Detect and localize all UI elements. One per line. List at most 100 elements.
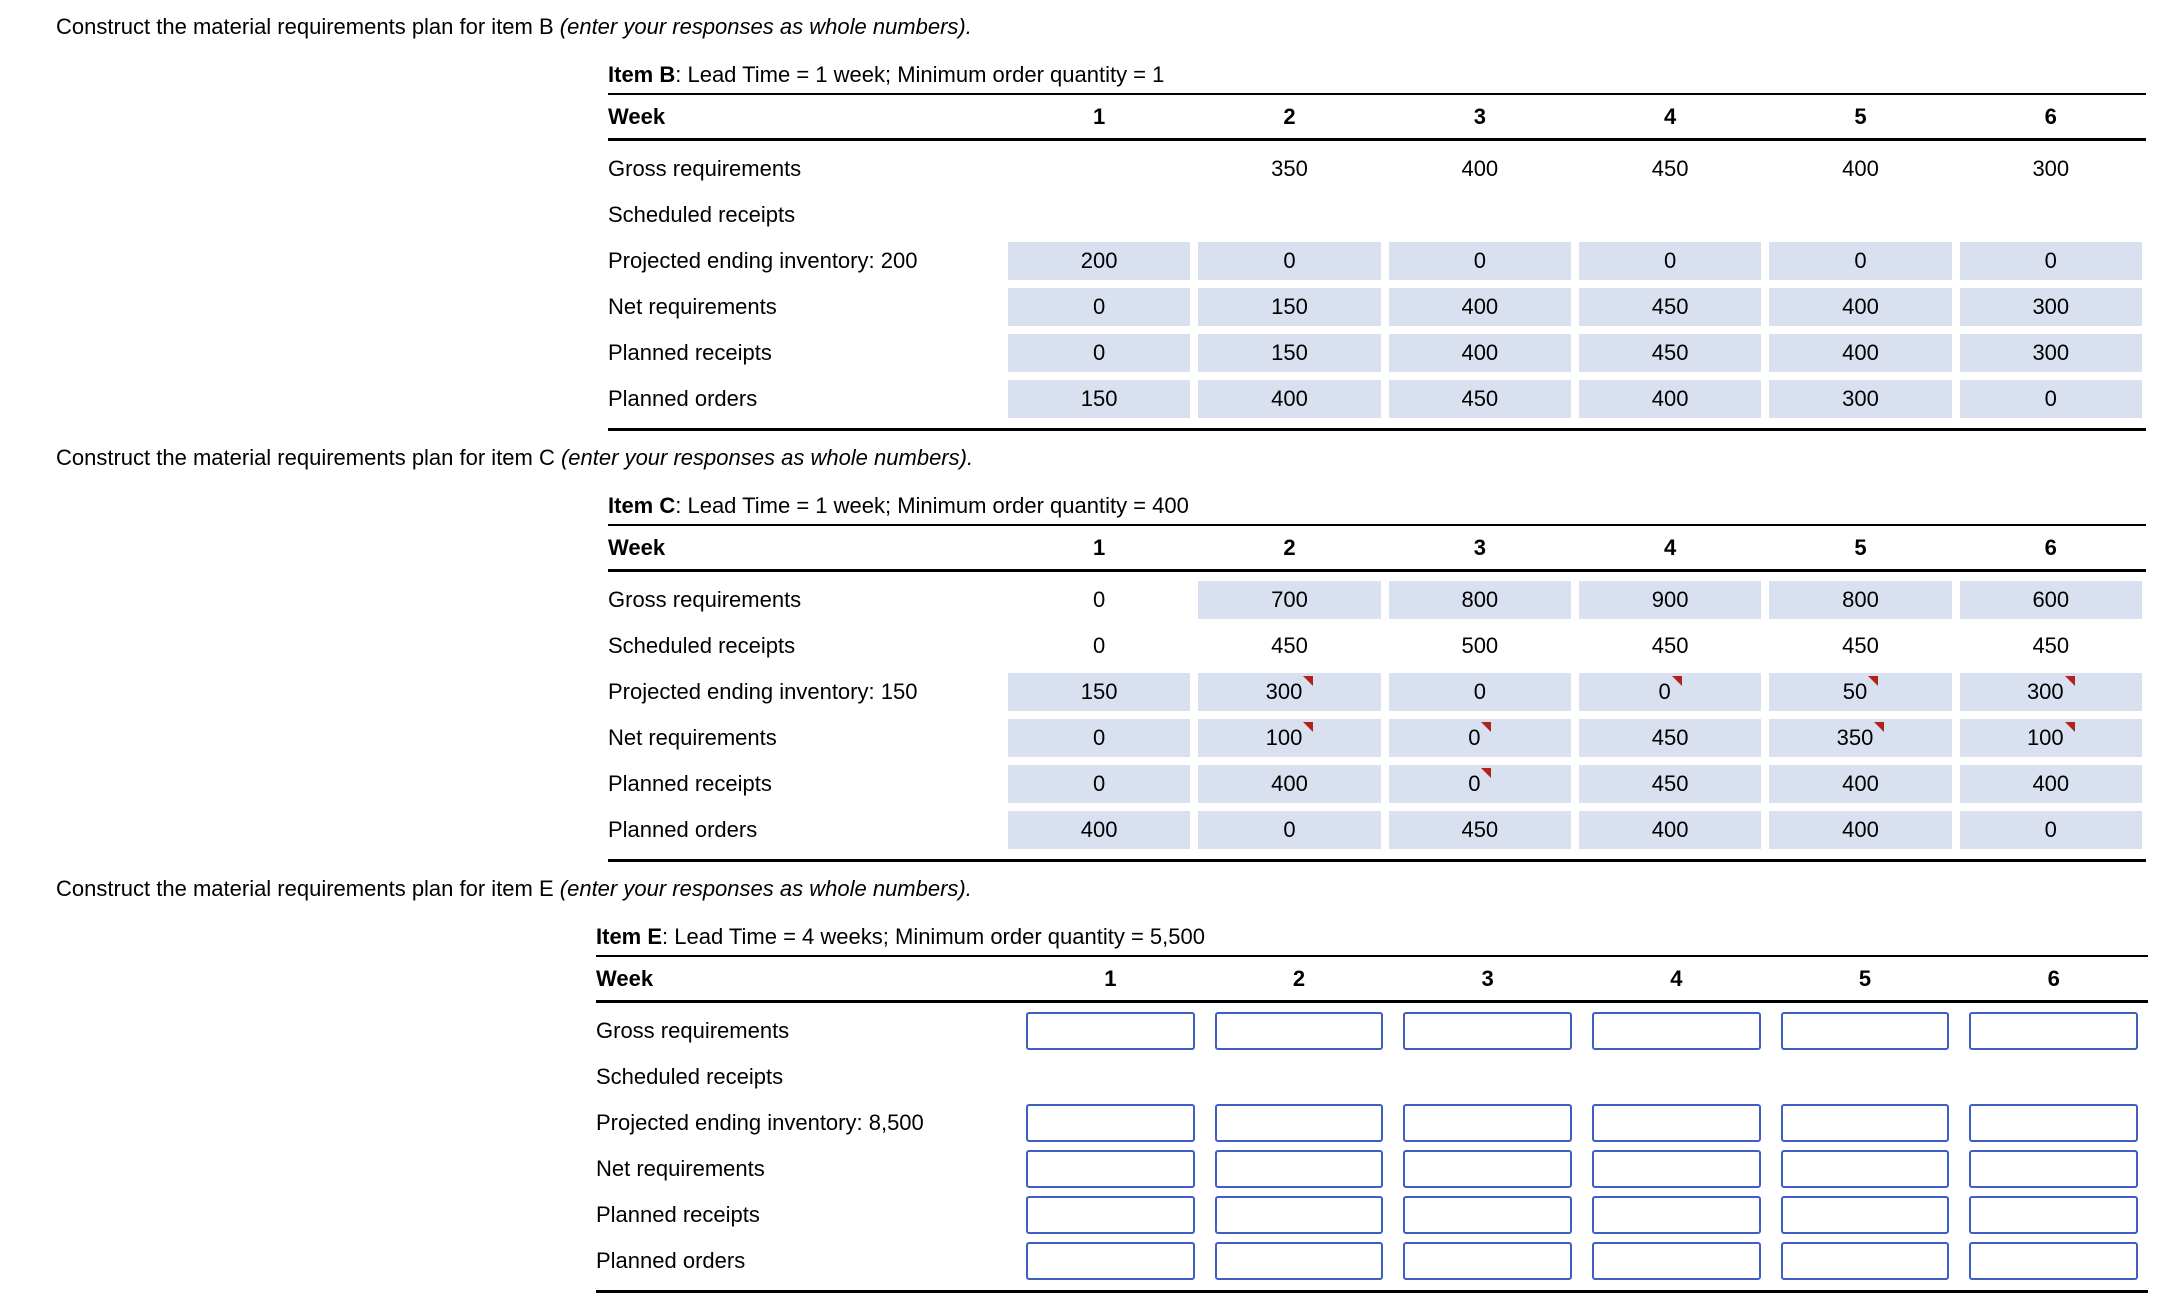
answer-cell: 300 bbox=[1959, 334, 2142, 372]
answer-input[interactable] bbox=[1969, 1150, 2139, 1188]
table-title: Item C: Lead Time = 1 week; Minimum orde… bbox=[608, 493, 2146, 526]
cell-value: 100 bbox=[2026, 725, 2064, 750]
answer-cell: 450 bbox=[1388, 811, 1571, 849]
answer-input[interactable] bbox=[1969, 1242, 2139, 1280]
answer-cell: 100 bbox=[1959, 719, 2142, 757]
answer-input[interactable] bbox=[1026, 1012, 1195, 1050]
week-column-header: 6 bbox=[2044, 103, 2057, 129]
cell-value: 400 bbox=[1461, 294, 1499, 319]
answer-input[interactable] bbox=[1969, 1104, 2139, 1142]
answer-input[interactable] bbox=[1969, 1196, 2139, 1234]
answer-input[interactable] bbox=[1780, 1150, 1950, 1188]
item-parameters: : Lead Time = 4 weeks; Minimum order qua… bbox=[662, 924, 1205, 949]
cell-value: 0 bbox=[1093, 725, 1106, 750]
answer-input[interactable] bbox=[1780, 1196, 1950, 1234]
answer-input[interactable] bbox=[1214, 1242, 1384, 1280]
answer-cell: 0 bbox=[1198, 242, 1381, 280]
mrp-row: Scheduled receipts bbox=[608, 192, 2146, 238]
answer-cell: 0 bbox=[1008, 288, 1191, 326]
cell-value: 300 bbox=[2032, 156, 2070, 181]
answer-cell: 300 bbox=[1769, 380, 1952, 418]
row-label: Net requirements bbox=[608, 725, 777, 750]
mrp-row: Scheduled receipts 0 450 500 450 450 450 bbox=[608, 623, 2146, 669]
week-column-header: 1 bbox=[1093, 103, 1106, 129]
answer-input[interactable] bbox=[1969, 1012, 2139, 1050]
table-title: Item B: Lead Time = 1 week; Minimum orde… bbox=[608, 62, 2146, 95]
answer-input[interactable] bbox=[1214, 1012, 1384, 1050]
answer-marker-icon bbox=[1481, 722, 1492, 732]
row-label: Net requirements bbox=[608, 294, 777, 319]
answer-cell: 350 bbox=[1769, 719, 1952, 757]
cell-value: 450 bbox=[1461, 386, 1499, 411]
answer-input[interactable] bbox=[1026, 1104, 1195, 1142]
table-rows: Gross requirements 0 700 800 900 800 600 Schedu… bbox=[608, 572, 2146, 862]
mrp-row: Projected ending inventory: 8,500 bbox=[596, 1100, 2148, 1146]
answer-input[interactable] bbox=[1403, 1196, 1573, 1234]
cell-value: 700 bbox=[1271, 587, 1308, 612]
cell-value: 200 bbox=[1080, 248, 1118, 273]
answer-cell: 400 bbox=[1008, 811, 1191, 849]
answer-marker-icon bbox=[1671, 676, 1682, 686]
row-label: Projected ending inventory: 200 bbox=[608, 248, 918, 273]
answer-cell: 300 bbox=[1959, 673, 2142, 711]
answer-cell: 100 bbox=[1198, 719, 1381, 757]
week-column-header: 5 bbox=[1854, 534, 1867, 560]
answer-cell: 0 bbox=[1959, 380, 2142, 418]
week-column-header: 6 bbox=[2047, 965, 2060, 991]
answer-input[interactable] bbox=[1592, 1104, 1761, 1142]
answer-cell: 400 bbox=[1578, 811, 1762, 849]
cell-value: 400 bbox=[1842, 156, 1879, 181]
cell-value: 0 bbox=[2044, 248, 2057, 273]
row-label: Planned receipts bbox=[608, 771, 772, 796]
answer-input[interactable] bbox=[1403, 1150, 1573, 1188]
week-column-header: 1 bbox=[1104, 965, 1117, 991]
mrp-section: Construct the material requirements plan… bbox=[56, 876, 2171, 1293]
week-column-header: 4 bbox=[1670, 965, 1683, 991]
answer-input[interactable] bbox=[1780, 1104, 1950, 1142]
week-column-header: 2 bbox=[1283, 534, 1296, 560]
mrp-table: Item C: Lead Time = 1 week; Minimum orde… bbox=[608, 493, 2146, 862]
row-label: Projected ending inventory: 150 bbox=[608, 679, 918, 704]
answer-input[interactable] bbox=[1026, 1242, 1195, 1280]
answer-input[interactable] bbox=[1403, 1012, 1573, 1050]
cell-value: 0 bbox=[1093, 587, 1106, 612]
answer-input[interactable] bbox=[1403, 1104, 1573, 1142]
cell-value: 400 bbox=[1461, 156, 1499, 181]
cell-value: 450 bbox=[1651, 294, 1689, 319]
answer-input[interactable] bbox=[1592, 1196, 1761, 1234]
answer-cell: 300 bbox=[1198, 673, 1381, 711]
week-column-header: 5 bbox=[1858, 965, 1872, 991]
cell-value: 0 bbox=[1093, 771, 1106, 796]
answer-input[interactable] bbox=[1026, 1196, 1195, 1234]
week-header-row: Week 1 2 3 4 5 6 bbox=[608, 526, 2146, 572]
week-column-header: 3 bbox=[1473, 103, 1486, 129]
item-name: Item C bbox=[608, 493, 676, 518]
answer-input[interactable] bbox=[1592, 1012, 1761, 1050]
cell-value: 300 bbox=[1265, 679, 1303, 704]
week-column-header: 1 bbox=[1093, 534, 1106, 560]
week-header-cells: 1 2 3 4 5 6 bbox=[1004, 104, 2146, 130]
answer-input[interactable] bbox=[1214, 1104, 1384, 1142]
answer-input[interactable] bbox=[1026, 1150, 1195, 1188]
answer-input[interactable] bbox=[1214, 1196, 1384, 1234]
row-label: Planned receipts bbox=[596, 1202, 760, 1227]
answer-input[interactable] bbox=[1592, 1150, 1761, 1188]
cell-value: 150 bbox=[1080, 679, 1118, 704]
answer-input[interactable] bbox=[1592, 1242, 1761, 1280]
answer-input[interactable] bbox=[1780, 1242, 1950, 1280]
cell-value: 500 bbox=[1461, 633, 1499, 658]
cell-value: 450 bbox=[1842, 633, 1879, 658]
answer-input[interactable] bbox=[1214, 1150, 1384, 1188]
row-label: Scheduled receipts bbox=[596, 1064, 784, 1089]
mrp-row: Gross requirements 0 700 800 900 800 600 bbox=[608, 577, 2146, 623]
item-name: Item E bbox=[596, 924, 663, 949]
row-label: Gross requirements bbox=[608, 587, 802, 612]
cell-value: 400 bbox=[1271, 386, 1308, 411]
answer-input[interactable] bbox=[1780, 1012, 1950, 1050]
answer-cell: 0 bbox=[1959, 242, 2142, 280]
row-label: Planned orders bbox=[596, 1248, 746, 1273]
answer-input[interactable] bbox=[1403, 1242, 1573, 1280]
cell-value: 400 bbox=[2032, 771, 2070, 796]
cell-value: 450 bbox=[1651, 725, 1689, 750]
answer-cell: 400 bbox=[1388, 334, 1571, 372]
